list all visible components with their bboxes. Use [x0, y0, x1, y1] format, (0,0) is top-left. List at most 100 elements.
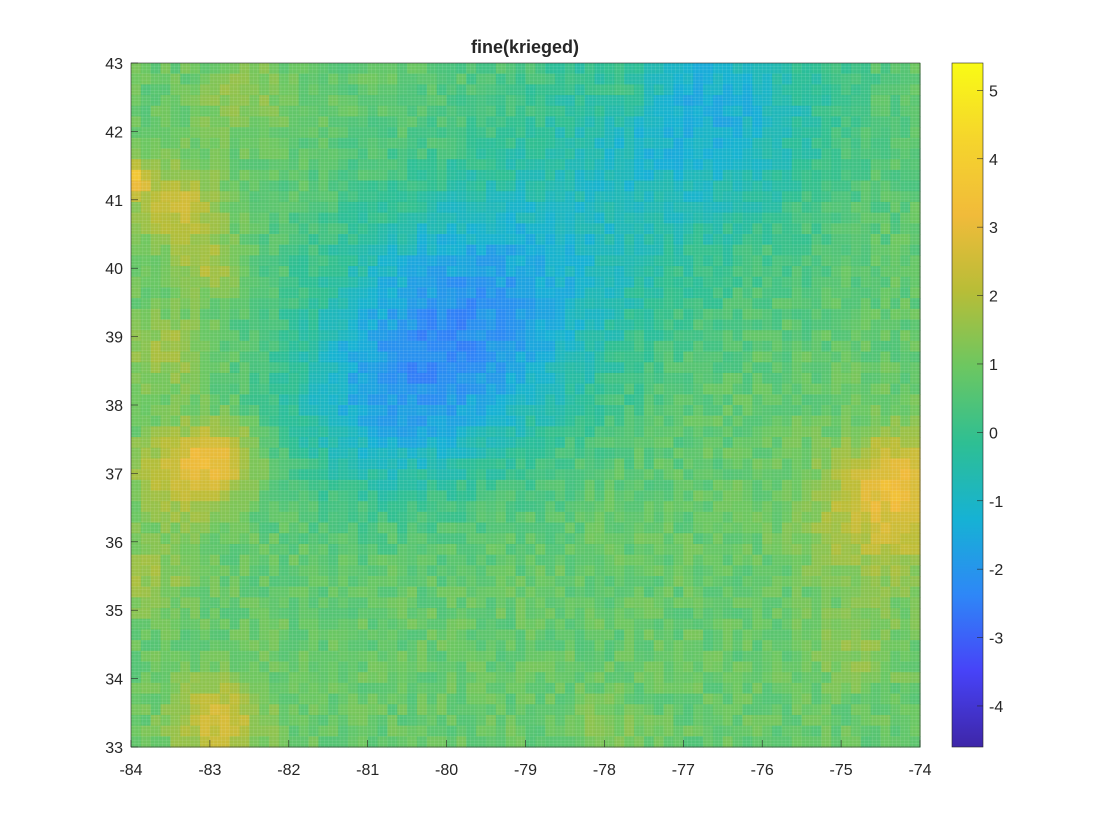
heatmap-cell: [476, 714, 487, 727]
heatmap-cell: [860, 405, 872, 417]
heatmap-cell: [298, 159, 310, 171]
heatmap-cell: [703, 554, 714, 566]
heatmap-cell: [505, 148, 517, 160]
heatmap-cell: [801, 362, 813, 374]
heatmap-cell: [259, 533, 270, 545]
heatmap-cell: [910, 212, 921, 224]
heatmap-cell: [831, 127, 842, 139]
heatmap-cell: [791, 458, 803, 470]
heatmap-cell: [791, 362, 803, 374]
heatmap-cell: [278, 63, 290, 75]
heatmap-cell: [476, 191, 487, 203]
heatmap-cell: [515, 469, 527, 481]
heatmap-cell: [229, 266, 241, 278]
heatmap-cell: [732, 522, 744, 534]
heatmap-cell: [663, 95, 675, 107]
heatmap-cell: [525, 522, 536, 534]
heatmap-cell: [150, 608, 162, 620]
heatmap-cell: [663, 180, 675, 192]
heatmap-cell: [495, 415, 507, 427]
heatmap-cell: [367, 682, 379, 695]
heatmap-cell: [486, 554, 497, 566]
heatmap-cell: [367, 426, 379, 438]
heatmap-cell: [180, 276, 191, 289]
heatmap-cell: [653, 127, 665, 139]
heatmap-cell: [722, 223, 734, 235]
heatmap-cell: [791, 244, 803, 256]
heatmap-cell: [732, 212, 744, 224]
heatmap-cell: [140, 105, 152, 118]
heatmap-cell: [377, 159, 389, 171]
heatmap-cell: [298, 490, 310, 502]
heatmap-cell: [722, 490, 734, 502]
heatmap-cell: [180, 490, 191, 502]
heatmap-cell: [377, 148, 389, 160]
heatmap-cell: [190, 501, 201, 513]
heatmap-cell: [555, 73, 566, 85]
heatmap-cell: [673, 180, 684, 192]
heatmap-cell: [781, 159, 793, 171]
heatmap-cell: [781, 372, 793, 385]
heatmap-cell: [357, 159, 369, 171]
heatmap-cell: [200, 661, 211, 673]
heatmap-cell: [190, 608, 201, 620]
heatmap-cell: [495, 319, 507, 331]
heatmap-cell: [545, 255, 556, 267]
heatmap-cell: [407, 576, 418, 588]
heatmap-cell: [269, 244, 280, 256]
heatmap-cell: [367, 84, 379, 96]
heatmap-cell: [288, 394, 300, 406]
heatmap-cell: [377, 266, 389, 278]
heatmap-cell: [900, 137, 911, 150]
heatmap-cell: [259, 127, 270, 139]
heatmap-cell: [910, 63, 921, 75]
heatmap-cell: [456, 490, 467, 502]
heatmap-cell: [574, 63, 586, 75]
heatmap-cell: [249, 522, 260, 534]
heatmap-cell: [269, 682, 280, 695]
heatmap-cell: [722, 629, 734, 641]
heatmap-cell: [209, 159, 221, 171]
heatmap-cell: [860, 618, 872, 631]
heatmap-cell: [357, 223, 369, 235]
heatmap-cell: [269, 565, 280, 577]
heatmap-cell: [633, 661, 645, 673]
heatmap-cell: [762, 650, 773, 663]
heatmap-cell: [298, 725, 310, 737]
heatmap-cell: [338, 95, 349, 107]
heatmap-cell: [663, 372, 675, 385]
heatmap-cell: [831, 693, 842, 705]
heatmap-cell: [200, 362, 211, 374]
heatmap-cell: [841, 640, 852, 652]
heatmap-cell: [683, 180, 694, 192]
heatmap-cell: [880, 682, 892, 695]
heatmap-cell: [209, 319, 221, 331]
heatmap-cell: [407, 522, 418, 534]
heatmap-cell: [397, 725, 408, 737]
heatmap-cell: [298, 394, 310, 406]
heatmap-cell: [535, 554, 546, 566]
heatmap-cell: [831, 73, 842, 85]
heatmap-cell: [397, 394, 408, 406]
heatmap-cell: [170, 693, 181, 705]
heatmap-cell: [170, 565, 181, 577]
heatmap-cell: [190, 383, 201, 395]
heatmap-cell: [318, 672, 329, 684]
heatmap-cell: [318, 682, 329, 695]
heatmap-cell: [249, 458, 260, 470]
heatmap-cell: [387, 362, 398, 374]
heatmap-cell: [426, 522, 438, 534]
heatmap-cell: [131, 276, 142, 289]
heatmap-cell: [890, 244, 901, 256]
heatmap-cell: [545, 319, 556, 331]
heatmap-cell: [584, 458, 596, 470]
heatmap-cell: [515, 287, 527, 299]
heatmap-cell: [259, 84, 270, 96]
heatmap-cell: [643, 319, 655, 331]
heatmap-cell: [683, 501, 694, 513]
heatmap-cell: [426, 362, 438, 374]
heatmap-cell: [318, 201, 329, 214]
heatmap-cell: [407, 661, 418, 673]
heatmap-cell: [821, 608, 832, 620]
heatmap-cell: [574, 383, 586, 395]
